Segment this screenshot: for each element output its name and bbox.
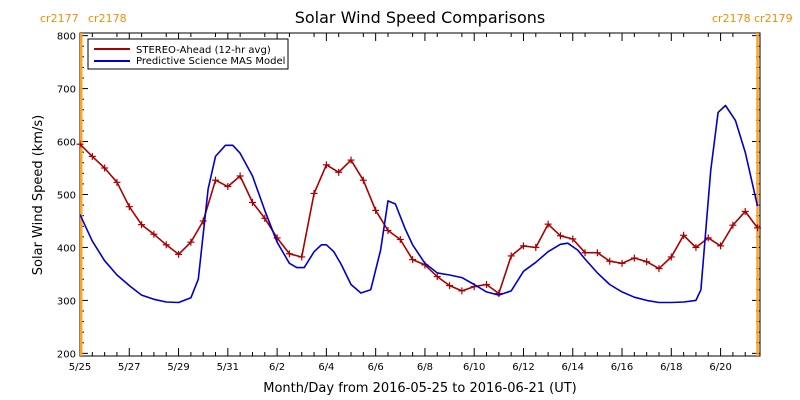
data-point-marker	[359, 176, 367, 184]
data-point-marker	[322, 161, 330, 169]
legend: STEREO-Ahead (12-hr avg) Predictive Scie…	[87, 38, 289, 70]
data-point-marker	[680, 231, 688, 239]
data-point-marker	[285, 250, 293, 258]
data-point-marker	[519, 242, 527, 250]
data-point-marker	[409, 256, 417, 264]
x-tick-label: 5/31	[217, 362, 239, 373]
data-point-marker	[384, 227, 392, 235]
series-line-stereo	[79, 143, 759, 295]
data-point-marker	[347, 156, 355, 164]
y-tick-label: 700	[57, 85, 76, 96]
x-tick-label: 6/14	[562, 362, 584, 373]
data-point-marker	[236, 172, 244, 180]
data-point-marker	[224, 183, 232, 191]
data-point-marker	[310, 189, 318, 197]
data-point-marker	[556, 232, 564, 240]
data-point-marker	[458, 287, 466, 295]
data-point-marker	[593, 249, 601, 257]
data-point-marker	[76, 140, 84, 148]
data-point-marker	[433, 273, 441, 281]
data-point-marker	[569, 235, 577, 243]
data-point-marker	[335, 168, 343, 176]
data-point-marker	[150, 230, 158, 238]
data-point-marker	[138, 221, 146, 229]
x-tick-label: 6/6	[368, 362, 384, 373]
x-tick-label: 6/16	[611, 362, 633, 373]
data-point-marker	[187, 238, 195, 246]
data-point-marker	[741, 207, 749, 215]
carrington-label-right-1: cr2178	[88, 12, 127, 25]
data-point-marker	[125, 203, 133, 211]
data-point-marker	[581, 249, 589, 257]
data-point-marker	[532, 243, 540, 251]
x-tick-label: 6/12	[512, 362, 534, 373]
x-tick-label: 5/25	[69, 362, 91, 373]
data-point-marker	[446, 282, 454, 290]
legend-label-stereo: STEREO-Ahead (12-hr avg)	[136, 45, 271, 56]
legend-label-mas: Predictive Science MAS Model	[136, 56, 285, 67]
carrington-rotation-markers	[79, 33, 759, 356]
data-point-marker	[754, 224, 762, 232]
data-point-marker	[630, 254, 638, 262]
data-point-marker	[717, 242, 725, 250]
x-tick-label: 6/2	[269, 362, 285, 373]
x-axis-title: Month/Day from 2016-05-25 to 2016-06-21 …	[263, 381, 576, 396]
data-point-marker	[88, 152, 96, 160]
data-point-marker	[199, 217, 207, 225]
data-point-marker	[606, 257, 614, 265]
data-point-marker	[162, 241, 170, 249]
y-tick-label: 400	[57, 243, 76, 254]
x-tick-label: 5/27	[118, 362, 140, 373]
y-tick-label: 600	[57, 138, 76, 149]
data-point-marker	[212, 176, 220, 184]
y-tick-label: 800	[57, 32, 76, 43]
x-tick-label: 6/8	[417, 362, 433, 373]
data-point-marker	[544, 220, 552, 228]
data-point-marker	[248, 198, 256, 206]
y-axis-title: Solar Wind Speed (km/s)	[31, 115, 46, 275]
x-tick-label: 6/18	[660, 362, 682, 373]
x-tick-label: 6/20	[709, 362, 731, 373]
y-axis: 200 300 400 500 600 700 800	[57, 32, 760, 360]
data-point-marker	[643, 258, 651, 266]
y-tick-label: 500	[57, 191, 76, 202]
data-point-marker	[729, 221, 737, 229]
data-point-marker	[113, 178, 121, 186]
data-point-marker	[655, 265, 663, 273]
x-axis: 5/25 5/27 5/29 5/31 6/2 6/4 6/6 6/8 6/10 6/12 6/14…	[69, 33, 759, 373]
data-point-marker	[101, 164, 109, 172]
plot-frame	[79, 32, 761, 357]
y-tick-label: 200	[57, 349, 76, 360]
data-point-marker	[507, 252, 515, 260]
carrington-label-left-1: cr2177	[40, 12, 79, 25]
carrington-label-right-2: cr2179	[754, 12, 793, 25]
chart-title: Solar Wind Speed Comparisons	[295, 8, 546, 27]
series-line-mas	[79, 104, 759, 304]
carrington-label-left-2: cr2178	[712, 12, 751, 25]
y-tick-label: 300	[57, 296, 76, 307]
data-point-marker	[372, 206, 380, 214]
series-group	[76, 104, 762, 304]
data-point-marker	[298, 253, 306, 261]
legend-box	[87, 38, 289, 70]
x-tick-label: 6/4	[318, 362, 334, 373]
data-point-marker	[396, 236, 404, 244]
data-point-marker	[692, 243, 700, 251]
data-point-marker	[175, 250, 183, 258]
data-point-marker	[667, 253, 675, 261]
data-point-marker	[483, 281, 491, 289]
x-tick-label: 5/29	[167, 362, 189, 373]
x-tick-label: 6/10	[463, 362, 485, 373]
data-point-marker	[618, 259, 626, 267]
